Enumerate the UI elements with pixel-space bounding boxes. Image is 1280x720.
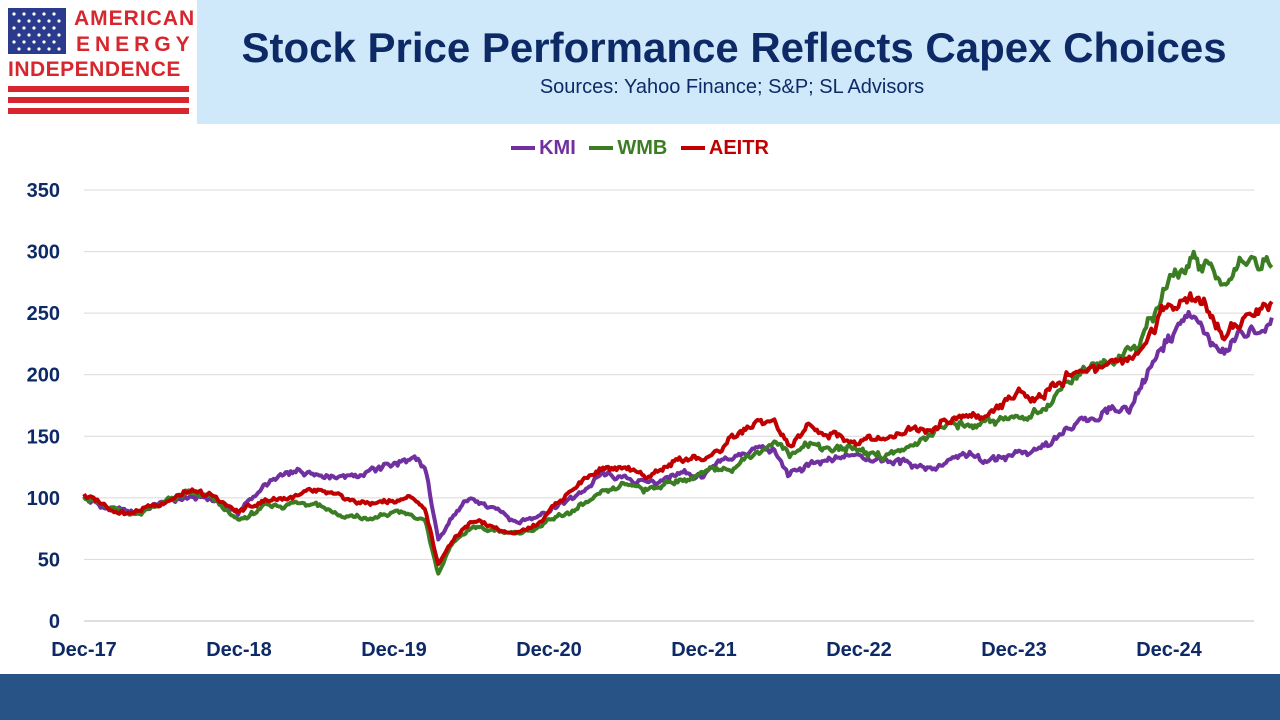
x-tick-label: Dec-22: [826, 639, 892, 661]
legend-label-aeitr: AEITR: [708, 136, 769, 159]
legend-item-wmb: WMB: [589, 137, 667, 160]
flag-icon: [8, 8, 66, 54]
legend-swatch-aeitr: [680, 146, 705, 150]
y-tick-label: 250: [27, 303, 60, 325]
x-tick-label: Dec-20: [516, 639, 582, 661]
logo-line-3: INDEPENDENCE: [8, 58, 181, 81]
legend-swatch-kmi: [511, 146, 536, 150]
x-tick-label: Dec-21: [671, 639, 737, 661]
y-tick-label: 100: [27, 488, 60, 510]
brand-logo: AMERICAN ENERGY INDEPENDENCE: [0, 0, 197, 124]
legend-label-kmi: KMI: [539, 136, 576, 159]
page-subtitle: Sources: Yahoo Finance; S&P; SL Advisors: [539, 76, 925, 98]
footer-band: [0, 674, 1280, 720]
logo-stripe: [8, 97, 189, 103]
x-tick-label: Dec-19: [361, 639, 427, 661]
logo-line-1: AMERICAN: [74, 7, 196, 30]
legend-item-aeitr: AEITR: [680, 136, 769, 160]
series-line-kmi: [82, 309, 1274, 542]
logo-line-2: ENERGY: [76, 33, 195, 56]
chart-legend: KMI WMB AEITR: [0, 133, 1280, 160]
header-band: [0, 0, 1280, 124]
y-tick-label: 50: [38, 549, 60, 571]
line-chart: 0 50 100 150 200 250 300 350 Dec-17 Dec-18 Dec-19 D…: [27, 180, 1274, 661]
x-tick-label: Dec-18: [206, 639, 272, 661]
legend-label-wmb: WMB: [617, 136, 668, 159]
y-tick-label: 150: [27, 426, 60, 448]
page-title: Stock Price Performance Reflects Capex C…: [241, 24, 1227, 71]
legend-item-kmi: KMI: [511, 137, 576, 160]
legend-swatch-wmb: [589, 146, 614, 150]
x-tick-label: Dec-17: [51, 639, 117, 661]
logo-stripe: [8, 108, 189, 114]
y-tick-label: 300: [27, 242, 60, 264]
series-line-wmb: [82, 249, 1274, 576]
y-tick-label: 350: [27, 180, 60, 202]
x-tick-label: Dec-24: [1136, 639, 1202, 661]
x-tick-label: Dec-23: [981, 639, 1047, 661]
y-tick-label: 200: [27, 365, 60, 387]
y-tick-label: 0: [49, 611, 60, 633]
logo-stripe: [8, 86, 189, 92]
series-line-aeitr: [82, 291, 1274, 567]
